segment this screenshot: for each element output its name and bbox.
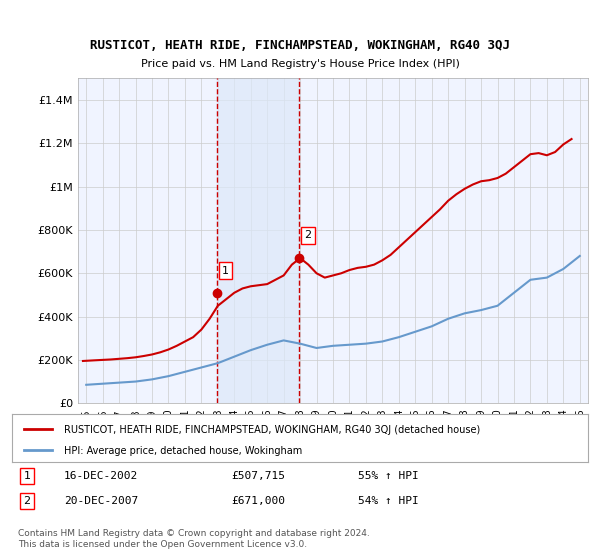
Text: RUSTICOT, HEATH RIDE, FINCHAMPSTEAD, WOKINGHAM, RG40 3QJ (detached house): RUSTICOT, HEATH RIDE, FINCHAMPSTEAD, WOK… [64, 424, 480, 435]
Text: 55% ↑ HPI: 55% ↑ HPI [358, 471, 418, 481]
Text: Contains HM Land Registry data © Crown copyright and database right 2024.
This d: Contains HM Land Registry data © Crown c… [18, 529, 370, 549]
Bar [217, 78, 299, 403]
Text: 1: 1 [222, 266, 229, 276]
Text: HPI: Average price, detached house, Wokingham: HPI: Average price, detached house, Woki… [64, 446, 302, 456]
Text: £671,000: £671,000 [231, 496, 285, 506]
Text: £507,715: £507,715 [231, 471, 285, 481]
Text: 20-DEC-2007: 20-DEC-2007 [64, 496, 138, 506]
Text: Price paid vs. HM Land Registry's House Price Index (HPI): Price paid vs. HM Land Registry's House … [140, 59, 460, 69]
Text: 54% ↑ HPI: 54% ↑ HPI [358, 496, 418, 506]
Text: 2: 2 [23, 496, 31, 506]
Text: RUSTICOT, HEATH RIDE, FINCHAMPSTEAD, WOKINGHAM, RG40 3QJ: RUSTICOT, HEATH RIDE, FINCHAMPSTEAD, WOK… [90, 39, 510, 52]
Text: 2: 2 [304, 230, 311, 240]
Text: 16-DEC-2002: 16-DEC-2002 [64, 471, 138, 481]
Text: 1: 1 [23, 471, 31, 481]
